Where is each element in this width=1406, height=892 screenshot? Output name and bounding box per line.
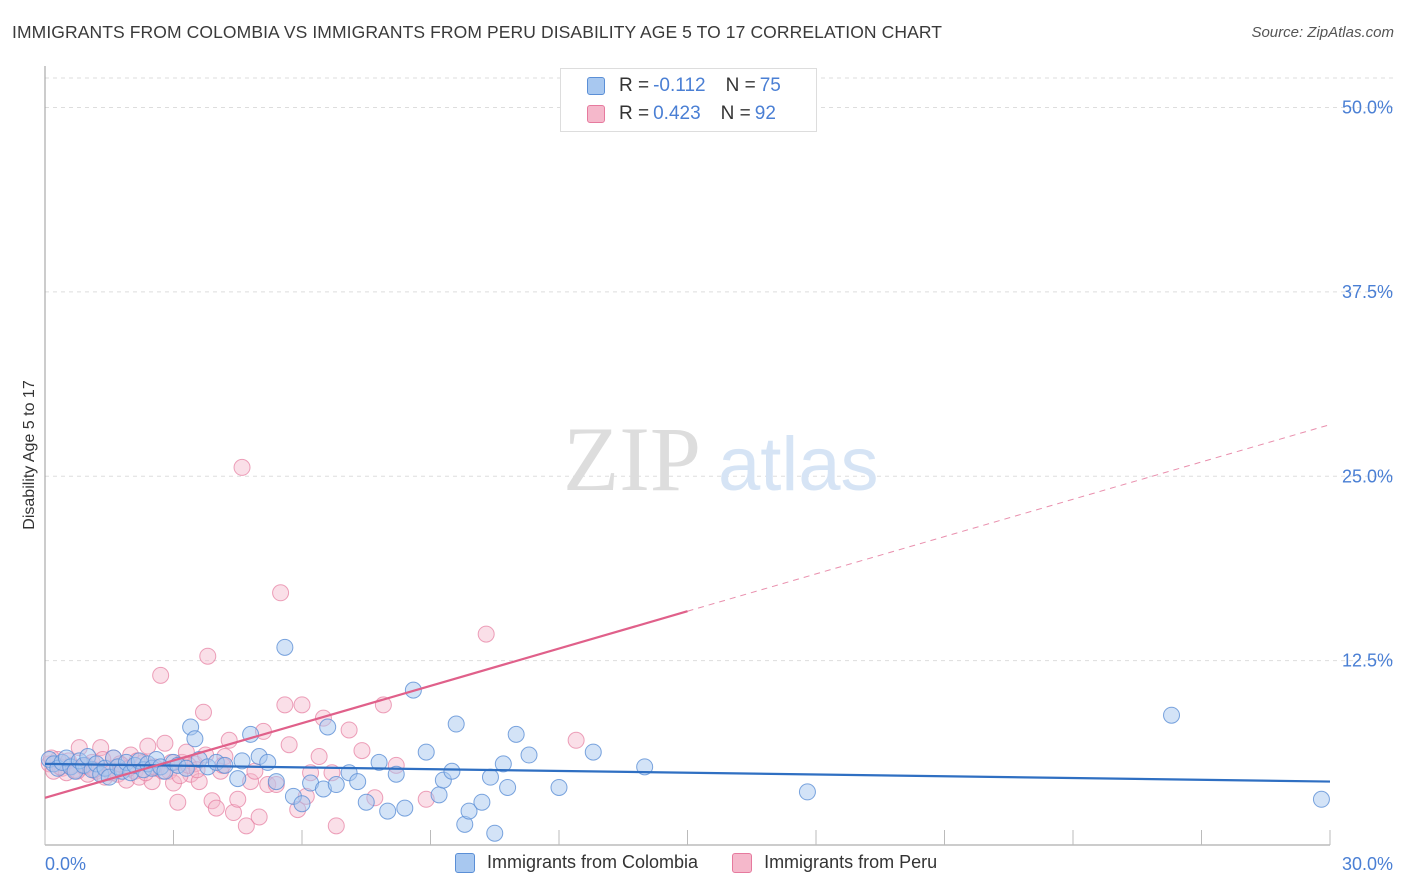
peru-point (194, 703, 212, 721)
peru-point (224, 804, 242, 822)
colombia-point (507, 725, 525, 743)
peru-point (310, 748, 328, 765)
colombia-point (349, 773, 367, 791)
colombia-point (327, 776, 345, 794)
colombia-point (550, 778, 568, 796)
peru-point (237, 817, 255, 835)
colombia-point (233, 752, 251, 770)
peru-point (567, 731, 585, 749)
peru-swatch (587, 105, 605, 123)
peru-trend-line (44, 610, 688, 799)
colombia-point (636, 758, 654, 776)
watermark-atlas: atlas (718, 422, 879, 507)
tick-labels: 12.5% 25.0% 37.5% 50.0% 0.0% 30.0% (45, 98, 1393, 875)
peru-point (207, 799, 225, 817)
peru-point (477, 625, 495, 643)
colombia-legend-swatch (455, 852, 475, 873)
peru-n-label: N = (720, 103, 751, 124)
colombia-point (473, 793, 491, 811)
colombia-n-value: 75 (759, 75, 781, 96)
legend-row-peru: R = 0.423 N = 92 (587, 101, 776, 127)
colombia-point (229, 770, 247, 788)
colombia-point (494, 755, 512, 773)
peru-point (152, 666, 170, 684)
peru-point (280, 736, 298, 754)
peru-point (293, 696, 311, 714)
peru-point (156, 734, 174, 752)
colombia-point (177, 759, 195, 777)
peru-point (169, 793, 187, 811)
peru-legend-swatch (732, 852, 753, 873)
gridlines (45, 77, 1395, 662)
colombia-point (319, 718, 337, 736)
colombia-n-label: N = (725, 75, 756, 96)
peru-point (340, 721, 358, 739)
colombia-legend-label: Immigrants from Colombia (487, 852, 699, 872)
colombia-point (443, 762, 461, 780)
colombia-point (417, 743, 435, 761)
colombia-point (1312, 790, 1330, 808)
colombia-r-value: -0.112 (653, 75, 706, 96)
axes (44, 66, 1331, 846)
correlation-legend: R = -0.112 N = 75 R = 0.423 N = 92 (560, 68, 817, 132)
watermark-zip: ZIP (563, 408, 701, 510)
source-credit: Source: ZipAtlas.com (1251, 24, 1394, 41)
colombia-point (798, 783, 816, 801)
peru-point (233, 458, 251, 476)
colombia-point (447, 715, 465, 733)
colombia-point (460, 802, 478, 820)
colombia-point (499, 778, 517, 796)
x-tick-label-max: 30.0% (1342, 854, 1393, 874)
legend-item-colombia: Immigrants from Colombia (455, 852, 698, 873)
y-axis-label: Disability Age 5 to 17 (21, 380, 38, 530)
colombia-point (267, 773, 285, 791)
colombia-point (379, 802, 397, 820)
colombia-point (481, 768, 499, 786)
chart-title: IMMIGRANTS FROM COLOMBIA VS IMMIGRANTS F… (12, 22, 943, 42)
y-tick-label: 50.0% (1342, 98, 1393, 118)
legend-row-colombia: R = -0.112 N = 75 (587, 73, 781, 99)
colombia-point (387, 765, 405, 783)
y-tick-label: 37.5% (1342, 282, 1393, 302)
colombia-point (293, 795, 311, 813)
peru-trend-line-extension (687, 424, 1331, 612)
colombia-point (520, 746, 538, 764)
peru-legend-label: Immigrants from Peru (764, 852, 938, 872)
peru-point (139, 737, 157, 755)
colombia-point (396, 799, 414, 817)
x-tick-label-min: 0.0% (45, 854, 86, 874)
peru-point (199, 647, 217, 665)
y-tick-label: 12.5% (1342, 651, 1393, 671)
watermark: ZIP atlas (563, 408, 879, 510)
colombia-point (186, 730, 204, 748)
series-legend: Immigrants from Colombia Immigrants from… (455, 852, 971, 873)
peru-r-label: R = (619, 103, 650, 124)
peru-r-value: 0.423 (653, 103, 701, 124)
legend-item-peru: Immigrants from Peru (732, 852, 937, 873)
peru-point (272, 584, 290, 602)
trend-lines (44, 424, 1331, 799)
peru-n-value: 92 (754, 103, 776, 124)
colombia-point (430, 786, 448, 804)
colombia-trend-line (44, 762, 1331, 783)
colombia-swatch (587, 77, 605, 95)
peru-point (229, 790, 247, 808)
peru-point (327, 817, 345, 835)
colombia-point (486, 824, 504, 842)
colombia-point (357, 793, 375, 811)
colombia-point (370, 753, 388, 771)
colombia-point (276, 638, 294, 656)
colombia-point (584, 743, 602, 761)
peru-point (276, 696, 294, 714)
colombia-point (1163, 706, 1181, 724)
y-tick-label: 25.0% (1342, 466, 1393, 486)
peru-point (250, 808, 268, 826)
peru-point (353, 742, 371, 760)
colombia-r-label: R = (619, 75, 650, 96)
